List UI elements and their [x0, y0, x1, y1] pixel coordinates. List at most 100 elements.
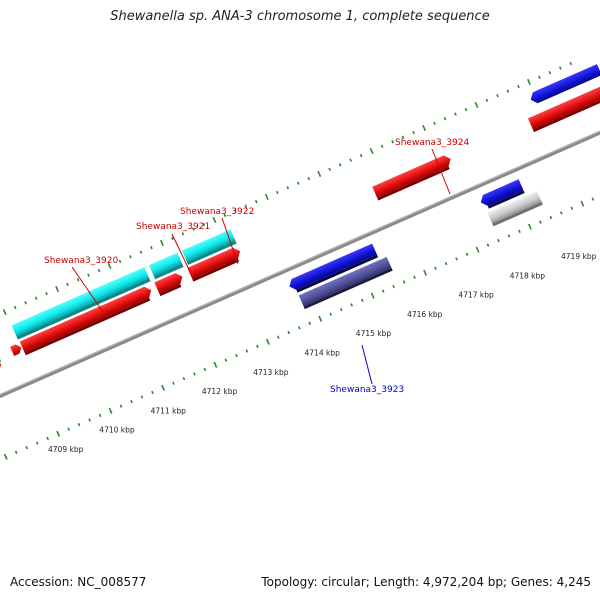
major-tick: [423, 269, 428, 276]
gene-blue-reverse-2[interactable]: [478, 179, 525, 210]
minor-tick: [465, 252, 469, 257]
major-tick: [56, 430, 61, 437]
gene-shewana3-3922-arrow[interactable]: [187, 246, 243, 282]
gene-small-left-arrow[interactable]: [10, 343, 23, 356]
minor-tick: [276, 335, 280, 339]
kbp-label: 4716 kbp: [407, 310, 443, 319]
minor-tick: [245, 349, 249, 353]
minor-tick: [307, 176, 311, 181]
gene-right-edge-red[interactable]: [527, 84, 600, 133]
major-tick: [265, 338, 270, 345]
minor-tick: [35, 441, 39, 445]
minor-tick: [328, 167, 332, 172]
major-tick: [474, 101, 479, 108]
gene-label-shewana3-3923[interactable]: Shewana3_3923: [330, 385, 404, 395]
minor-tick: [129, 255, 132, 259]
genome-summary: Topology: circular; Length: 4,972,204 bp…: [261, 575, 591, 589]
feature-cyan-3[interactable]: [181, 229, 237, 265]
minor-tick: [569, 61, 573, 66]
feature-gray[interactable]: [487, 190, 543, 227]
minor-tick: [14, 450, 18, 454]
minor-tick: [224, 358, 228, 362]
minor-tick: [233, 209, 237, 213]
minor-tick: [560, 211, 563, 215]
kbp-label: 4713 kbp: [253, 368, 289, 377]
gene-label-shewana3-3924[interactable]: Shewana3_3924: [395, 138, 469, 148]
minor-tick: [223, 213, 227, 218]
minor-tick: [434, 266, 437, 270]
gene-shewana3-3924-arrow[interactable]: [372, 153, 454, 201]
gene-blue-right-edge[interactable]: [528, 64, 600, 105]
minor-tick: [548, 71, 552, 75]
minor-tick: [13, 305, 17, 310]
major-tick: [108, 407, 113, 414]
minor-tick: [172, 381, 175, 385]
minor-tick: [359, 153, 363, 158]
minor-tick: [87, 273, 90, 277]
minor-tick: [286, 186, 290, 190]
minor-tick: [329, 312, 333, 316]
minor-tick: [486, 243, 490, 247]
gene-shewana3-3923-arrow[interactable]: [298, 256, 393, 310]
major-tick: [369, 147, 374, 155]
gene-shewana3-3921-arrow[interactable]: [154, 271, 186, 297]
kbp-label: 4714 kbp: [305, 349, 341, 358]
minor-tick: [45, 291, 48, 296]
major-tick: [264, 193, 269, 201]
minor-tick: [150, 245, 153, 250]
kbp-label: 4719 kbp: [561, 252, 597, 261]
feature-cyan-1[interactable]: [11, 267, 151, 340]
minor-tick: [454, 112, 457, 116]
kbp-label: 4710 kbp: [99, 426, 135, 435]
major-tick: [528, 223, 532, 230]
minor-tick: [254, 199, 258, 204]
feature-cyan-left[interactable]: [0, 351, 2, 372]
major-tick: [580, 200, 585, 207]
minor-tick: [433, 121, 436, 126]
minor-tick: [412, 130, 415, 135]
kbp-label: 4711 kbp: [151, 406, 187, 415]
minor-tick: [118, 259, 122, 264]
accession-label: Accession: NC_008577: [10, 575, 147, 589]
minor-tick: [496, 94, 499, 98]
minor-tick: [591, 197, 595, 201]
minor-tick: [119, 404, 123, 408]
kbp-label: 4709 kbp: [48, 445, 84, 454]
minor-tick: [518, 229, 521, 234]
minor-tick: [275, 190, 279, 195]
major-tick: [160, 239, 164, 247]
kbp-label: 4712 kbp: [202, 387, 238, 396]
minor-tick: [338, 163, 342, 167]
minor-tick: [88, 418, 91, 422]
major-tick: [527, 78, 531, 85]
major-tick: [212, 216, 217, 224]
minor-tick: [538, 75, 541, 80]
feature-cyan-2[interactable]: [148, 252, 184, 280]
gene-left-edge-arrow[interactable]: [0, 359, 3, 381]
major-tick: [2, 308, 7, 316]
minor-tick: [506, 89, 510, 93]
major-tick: [318, 315, 323, 322]
gene-shewana3-3920-arrow[interactable]: [19, 285, 155, 356]
minor-tick: [203, 367, 207, 372]
gene-blue-reverse-1[interactable]: [287, 243, 379, 295]
major-tick: [475, 246, 480, 253]
minor-tick: [507, 234, 511, 238]
minor-tick: [256, 344, 259, 349]
major-tick: [370, 292, 375, 299]
minor-tick: [349, 158, 353, 162]
major-tick: [422, 124, 427, 131]
major-tick: [3, 453, 8, 460]
minor-tick: [192, 227, 195, 231]
minor-tick: [67, 427, 70, 431]
minor-tick: [34, 296, 38, 300]
gene-label-shewana3-3920[interactable]: Shewana3_3920: [44, 256, 118, 266]
minor-tick: [46, 436, 50, 441]
minor-tick: [297, 326, 301, 330]
gene-label-shewana3-3921[interactable]: Shewana3_3921: [136, 222, 210, 232]
gene-label-shewana3-3922[interactable]: Shewana3_3922: [180, 207, 254, 217]
minor-tick: [25, 445, 29, 450]
minor-tick: [24, 301, 27, 305]
minor-tick: [287, 330, 291, 335]
